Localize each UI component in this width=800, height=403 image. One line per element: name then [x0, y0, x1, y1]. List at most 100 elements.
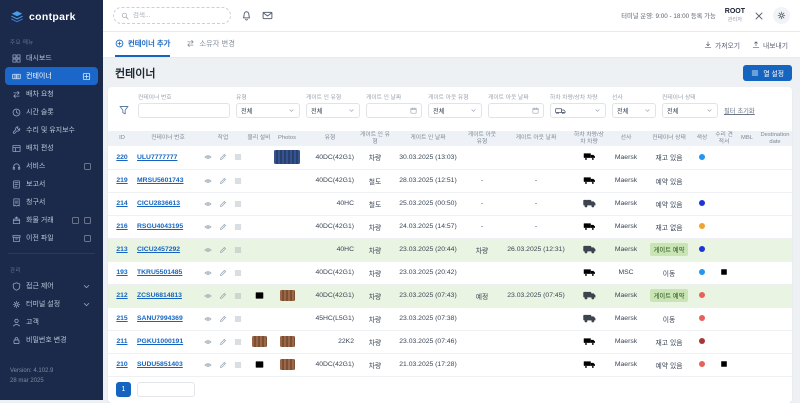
- row-id-link[interactable]: 219: [116, 177, 127, 184]
- eye-icon[interactable]: [204, 223, 212, 231]
- tab-add-container[interactable]: 컨테이너 추가: [115, 32, 170, 57]
- estimate-icon[interactable]: [720, 360, 728, 368]
- sidebar-admin-item-1[interactable]: 터미널 설정: [5, 295, 98, 313]
- photo-thumbnail[interactable]: [274, 150, 300, 164]
- edit-icon[interactable]: [219, 177, 227, 185]
- eye-icon[interactable]: [204, 269, 212, 277]
- close-icon[interactable]: [754, 11, 764, 21]
- export-button[interactable]: 내보내기: [752, 40, 788, 50]
- container-number-link[interactable]: RSGU4043195: [137, 223, 183, 230]
- image-icon[interactable]: [255, 360, 264, 369]
- sidebar-item-3[interactable]: 시간 슬롯: [5, 103, 98, 121]
- eye-icon[interactable]: [204, 246, 212, 254]
- row-id-link[interactable]: 213: [116, 246, 127, 253]
- reset-filters-link[interactable]: 필터 초기화: [724, 106, 755, 115]
- row-id-link[interactable]: 215: [116, 315, 127, 322]
- menu-icon[interactable]: [234, 361, 242, 369]
- sidebar-admin-item-3[interactable]: 비밀번호 변경: [5, 331, 98, 349]
- rows-per-page[interactable]: [137, 382, 195, 397]
- edit-icon[interactable]: [219, 361, 227, 369]
- menu-icon[interactable]: [234, 200, 242, 208]
- filter-funnel-icon[interactable]: [116, 102, 132, 117]
- global-search[interactable]: [113, 7, 231, 24]
- import-button[interactable]: 가져오기: [704, 40, 740, 50]
- container-number-link[interactable]: SUDU5851403: [137, 361, 183, 368]
- row-id-link[interactable]: 210: [116, 361, 127, 368]
- columns-settings-button[interactable]: 열 설정: [743, 65, 792, 81]
- filter-select[interactable]: [550, 103, 606, 118]
- container-number-link[interactable]: CICU2836613: [137, 200, 180, 207]
- edit-icon[interactable]: [219, 315, 227, 323]
- eye-icon[interactable]: [204, 153, 212, 161]
- sidebar-item-8[interactable]: 청구서: [5, 193, 98, 211]
- filter-date-input[interactable]: [488, 103, 544, 118]
- row-id-link[interactable]: 211: [117, 338, 128, 345]
- container-number-link[interactable]: ULU7777777: [137, 154, 177, 161]
- search-input[interactable]: [133, 12, 213, 19]
- sidebar-item-4[interactable]: 수리 및 유지보수: [5, 121, 98, 139]
- edit-icon[interactable]: [219, 246, 227, 254]
- filter-input[interactable]: [138, 103, 230, 118]
- photo-thumbnail[interactable]: [280, 359, 295, 370]
- menu-icon[interactable]: [234, 269, 242, 277]
- user-menu[interactable]: ROOT 관리자: [725, 8, 745, 23]
- sidebar-item-0[interactable]: 대시보드: [5, 49, 98, 67]
- bell-icon[interactable]: [241, 10, 252, 21]
- filter-select[interactable]: 전체: [612, 103, 656, 118]
- sidebar-item-2[interactable]: 배차 요청: [5, 85, 98, 103]
- sidebar-admin-item-0[interactable]: 접근 제어: [5, 277, 98, 295]
- page-button-1[interactable]: 1: [116, 382, 131, 397]
- sidebar-item-6[interactable]: 서비스: [5, 157, 98, 175]
- tab-change-owner[interactable]: 소유자 변경: [186, 32, 235, 57]
- mail-icon[interactable]: [262, 10, 273, 21]
- filter-select[interactable]: 전체: [428, 103, 482, 118]
- edit-icon[interactable]: [219, 223, 227, 231]
- filter-text-input[interactable]: [143, 107, 225, 114]
- edit-icon[interactable]: [219, 338, 227, 346]
- edit-icon[interactable]: [219, 200, 227, 208]
- eye-icon[interactable]: [204, 292, 212, 300]
- container-number-link[interactable]: MRSU5601743: [137, 177, 183, 184]
- menu-icon[interactable]: [234, 223, 242, 231]
- sidebar-item-9[interactable]: 화물 거래: [5, 211, 98, 229]
- container-number-link[interactable]: CICU2457292: [137, 246, 180, 253]
- eye-icon[interactable]: [204, 177, 212, 185]
- sidebar-item-7[interactable]: 보고서: [5, 175, 98, 193]
- menu-icon[interactable]: [234, 292, 242, 300]
- menu-icon[interactable]: [234, 153, 242, 161]
- sidebar-item-1[interactable]: 컨테이너: [5, 67, 98, 85]
- edit-icon[interactable]: [219, 153, 227, 161]
- menu-icon[interactable]: [234, 315, 242, 323]
- eye-icon[interactable]: [204, 200, 212, 208]
- row-id-link[interactable]: 193: [116, 269, 127, 276]
- container-number-link[interactable]: PGKU1000191: [137, 338, 183, 345]
- eye-icon[interactable]: [204, 361, 212, 369]
- image-icon[interactable]: [255, 291, 264, 300]
- photo-thumbnail[interactable]: [252, 336, 267, 347]
- edit-icon[interactable]: [219, 269, 227, 277]
- row-id-link[interactable]: 220: [116, 154, 127, 161]
- filter-select[interactable]: 전체: [236, 103, 300, 118]
- eye-icon[interactable]: [204, 315, 212, 323]
- photo-thumbnail[interactable]: [280, 290, 295, 301]
- estimate-icon[interactable]: [720, 268, 728, 276]
- sidebar-item-10[interactable]: 이전 파일: [5, 229, 98, 247]
- filter-select[interactable]: 전체: [306, 103, 360, 118]
- menu-icon[interactable]: [234, 338, 242, 346]
- filter-select[interactable]: 전체: [662, 103, 718, 118]
- eye-icon[interactable]: [204, 338, 212, 346]
- row-id-link[interactable]: 212: [116, 292, 127, 299]
- edit-icon[interactable]: [219, 292, 227, 300]
- photo-thumbnail[interactable]: [280, 336, 295, 347]
- container-number-link[interactable]: SANU7994369: [137, 315, 183, 322]
- row-id-link[interactable]: 214: [116, 200, 127, 207]
- menu-icon[interactable]: [234, 177, 242, 185]
- settings-button[interactable]: [773, 7, 790, 24]
- sidebar-item-5[interactable]: 배치 편성: [5, 139, 98, 157]
- container-number-link[interactable]: ZCSU6814813: [137, 292, 182, 299]
- container-number-link[interactable]: TKRU5501485: [137, 269, 182, 276]
- filter-date-input[interactable]: [366, 103, 422, 118]
- row-id-link[interactable]: 216: [116, 223, 127, 230]
- sidebar-admin-item-2[interactable]: 고객: [5, 313, 98, 331]
- menu-icon[interactable]: [234, 246, 242, 254]
